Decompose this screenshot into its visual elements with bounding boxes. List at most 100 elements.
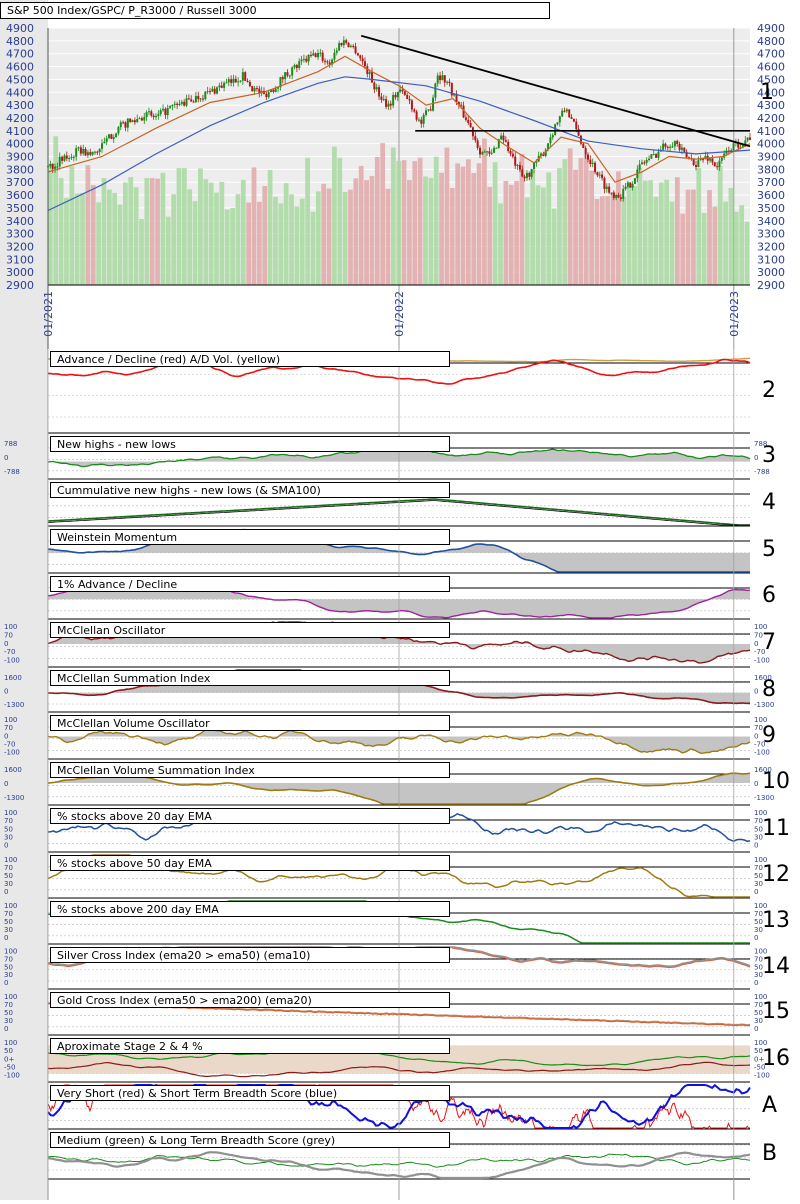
panel-axis-left: -50 xyxy=(4,1064,15,1072)
candle-body xyxy=(197,95,200,100)
candle-body xyxy=(328,62,331,65)
candle-body xyxy=(462,105,465,118)
candle-body xyxy=(77,147,80,149)
candle-body xyxy=(194,95,197,103)
candle-body xyxy=(105,138,108,142)
volume-bar xyxy=(128,177,134,285)
candle-body xyxy=(371,72,373,83)
candle-body xyxy=(145,112,148,118)
candle-body xyxy=(56,166,59,168)
candle-body xyxy=(187,98,190,100)
panel-axis-right: 30 xyxy=(754,834,763,842)
panel-axis-left: 1600 xyxy=(4,766,22,774)
trendline-down xyxy=(360,34,751,148)
candle-body xyxy=(110,134,113,139)
volume-bar xyxy=(594,199,600,285)
sma20-line xyxy=(47,55,751,183)
panel-axis-right: 100 xyxy=(754,1039,767,1047)
candle-body xyxy=(232,78,235,83)
candle-body xyxy=(204,91,207,100)
candle-body xyxy=(509,151,512,154)
panel-axis-right: -100 xyxy=(754,1072,770,1080)
candle-body xyxy=(528,172,531,177)
candle-body xyxy=(112,136,115,139)
volume-bar xyxy=(294,206,300,285)
panel-axis-right: 100 xyxy=(754,948,767,956)
volume-bar xyxy=(498,203,503,285)
candle-body xyxy=(556,122,559,125)
volume-bar xyxy=(256,201,262,285)
candle-body xyxy=(63,155,66,161)
volume-bar xyxy=(417,157,423,285)
candle-body xyxy=(86,152,89,156)
volume-bar xyxy=(240,179,246,285)
candle-body xyxy=(464,117,467,120)
y-tick-right: 3100 xyxy=(757,253,785,266)
candle-body xyxy=(79,147,82,154)
panel-axis-right: 30 xyxy=(754,971,763,979)
panel-number: A xyxy=(762,1092,778,1118)
candle-body xyxy=(474,136,477,141)
candle-body xyxy=(490,152,493,154)
candle-body xyxy=(676,140,679,144)
candle-body xyxy=(619,197,622,199)
panel-number: 16 xyxy=(762,1045,790,1071)
candle-body xyxy=(366,66,369,75)
candle-body xyxy=(133,120,136,123)
candle-body xyxy=(483,151,486,153)
volume-bar xyxy=(165,216,171,285)
panel-axis-left: 100 xyxy=(4,1039,17,1047)
panel-number: 3 xyxy=(762,443,776,468)
panel-axis-right: 70 xyxy=(754,1001,763,1009)
y-tick-right: 3800 xyxy=(757,163,785,176)
volume-bar xyxy=(546,172,552,285)
volume-bar xyxy=(198,168,203,285)
candle-body xyxy=(673,140,676,147)
panel-number: 8 xyxy=(762,676,776,702)
y-tick-left: 3000 xyxy=(6,266,34,279)
candle-body xyxy=(91,151,94,155)
candle-body xyxy=(650,154,653,159)
candle-body xyxy=(425,110,427,115)
candle-body xyxy=(150,111,153,116)
candle-body xyxy=(410,100,413,110)
volume-bar xyxy=(407,180,412,285)
volume-bar xyxy=(728,187,734,285)
panel-axis-right: 0 xyxy=(754,780,758,788)
candle-body xyxy=(122,122,125,124)
volume-bar xyxy=(310,211,316,285)
candle-body xyxy=(333,52,336,60)
candle-body xyxy=(54,166,57,169)
panel-axis-left: 70 xyxy=(4,631,13,639)
candle-body xyxy=(211,88,214,92)
volume-bar xyxy=(589,170,594,285)
candle-body xyxy=(716,166,719,168)
volume-bar xyxy=(423,176,428,285)
candle-body xyxy=(293,65,296,68)
volume-bar xyxy=(251,167,257,285)
panel-title: Gold Cross Index (ema50 > ema200) (ema20… xyxy=(50,992,450,1008)
candle-body xyxy=(171,104,174,107)
candle-body xyxy=(260,90,263,94)
candle-body xyxy=(683,147,686,152)
candle-body xyxy=(469,123,472,128)
candle-body xyxy=(589,159,592,165)
panel-axis-left: 0 xyxy=(4,780,8,788)
y-tick-left: 4900 xyxy=(6,22,34,35)
candle-body xyxy=(338,43,341,51)
candle-body xyxy=(518,164,521,170)
candle-body xyxy=(190,99,193,102)
candle-body xyxy=(685,151,688,158)
candle-body xyxy=(697,160,700,167)
panel-title: McClellan Oscillator xyxy=(50,622,450,638)
panel-axis-left: 0 xyxy=(4,979,8,987)
candle-body xyxy=(96,151,99,153)
panel-axis-right: 30 xyxy=(754,1017,763,1025)
candle-body xyxy=(93,151,96,153)
panel-title: McClellan Volume Summation Index xyxy=(50,762,450,778)
candle-body xyxy=(183,101,186,106)
candle-body xyxy=(643,162,646,164)
volume-bar xyxy=(626,185,632,285)
volume-bar xyxy=(342,191,348,285)
candle-body xyxy=(68,158,71,160)
